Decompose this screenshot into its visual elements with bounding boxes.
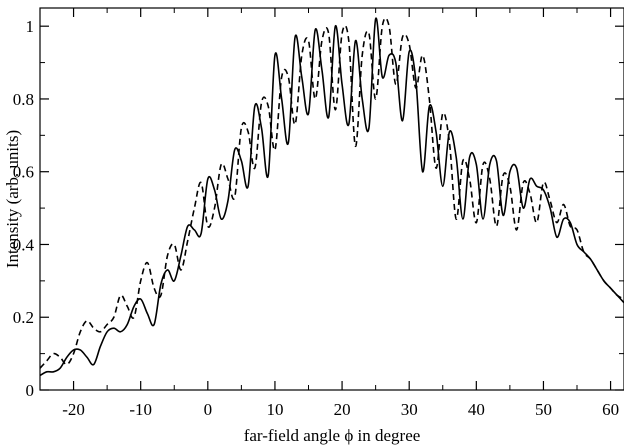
y-tick-label: 0.6 bbox=[13, 163, 34, 182]
y-tick-label: 1 bbox=[26, 17, 35, 36]
series-line-dashed bbox=[39, 17, 624, 369]
y-tick-label: 0 bbox=[26, 381, 35, 400]
plot-frame bbox=[39, 7, 624, 391]
x-tick-label: 50 bbox=[535, 400, 552, 419]
y-tick-label: 0.4 bbox=[13, 235, 35, 254]
x-tick-label: -10 bbox=[129, 400, 152, 419]
x-tick-label: 60 bbox=[602, 400, 619, 419]
y-axis-title: Intensity (arb. units) bbox=[3, 130, 22, 268]
y-tick-label: 0.8 bbox=[13, 90, 34, 109]
series-layer bbox=[39, 17, 624, 377]
x-tick-label: 10 bbox=[266, 400, 283, 419]
y-tick-label: 0.2 bbox=[13, 308, 34, 327]
x-tick-label: 30 bbox=[401, 400, 418, 419]
x-tick-label: 40 bbox=[468, 400, 485, 419]
axis-layer: -20 -10 0 10 20 30 40 50 60 0 0.2 0.4 0.6 0.8 1 bbox=[13, 8, 624, 419]
x-axis-title: far-field angle ϕ in degree bbox=[244, 426, 421, 445]
x-tick-label: 0 bbox=[204, 400, 213, 419]
series-line-solid bbox=[39, 17, 624, 377]
x-tick-label: -20 bbox=[62, 400, 85, 419]
x-tick-label: 20 bbox=[334, 400, 351, 419]
